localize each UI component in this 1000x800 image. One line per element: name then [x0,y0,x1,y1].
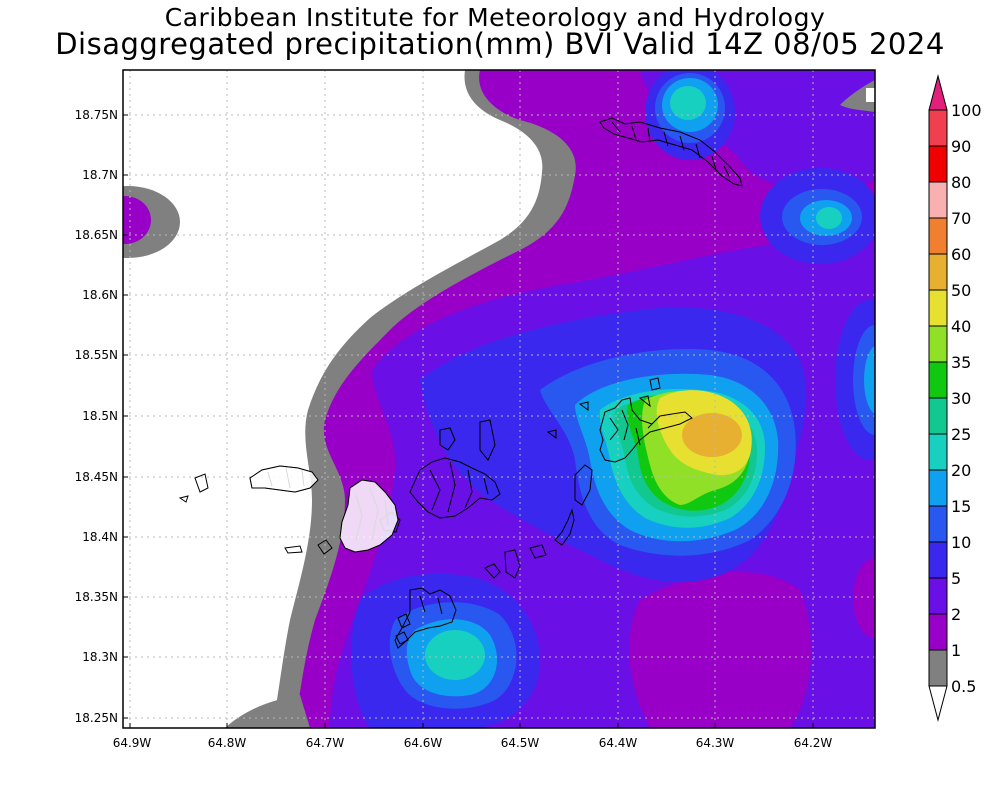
colorbar-swatch [928,145,948,183]
colorbar-label: 5 [951,569,961,588]
colorbar-swatch [928,181,948,219]
colorbar-swatch [928,217,948,255]
lon-axis: 64.9W 64.8W 64.7W 64.6W 64.5W 64.4W 64.3… [113,736,833,750]
precip-patch-northeast-white [866,88,875,102]
colorbar-swatch [928,505,948,543]
map-subtitle: Disaggregated precipitation(mm) BVI Vali… [55,27,945,61]
lon-label: 64.3W [696,736,735,750]
colorbar-swatch [928,397,948,435]
lat-label: 18.45N [75,470,118,484]
colorbar-label: 25 [951,425,971,444]
island-virgin-gorda [599,397,693,463]
colorbar-swatch [928,577,948,615]
lat-label: 18.65N [75,228,118,242]
island-cays-3 [546,377,661,439]
lon-label: 64.8W [208,736,247,750]
plot-frame [122,69,876,729]
lat-label: 18.5N [82,409,118,423]
colorbar-label: 35 [951,353,971,372]
colorbar-swatch [928,325,948,363]
colorbar-swatch [928,361,948,399]
island-peter-norman [394,587,457,649]
lat-label: 18.25N [75,711,118,725]
colorbar-label: 80 [951,173,971,192]
colorbar-label: 90 [951,137,971,156]
precip-layer-20-25mm-south [425,630,485,680]
lat-ticks [123,114,128,719]
colorbar-swatch [928,649,948,687]
colorbar-swatch [928,433,948,471]
lon-ticks [129,723,814,728]
lat-label: 18.3N [82,650,118,664]
map-grid [123,70,875,728]
colorbar-swatch [928,253,948,291]
lat-label: 18.75N [75,108,118,122]
lon-label: 64.6W [404,736,443,750]
island-jost-van-dyke [439,419,496,461]
lon-label: 64.7W [306,736,345,750]
lat-label: 18.35N [75,590,118,604]
lat-label: 18.6N [82,288,118,302]
precipitation-field [123,70,875,728]
colorbar-label: 0.5 [951,677,976,696]
colorbar-label: 2 [951,605,961,624]
island-anegada [599,117,743,187]
colorbar-swatch [928,613,948,651]
lat-axis: 18.75N 18.7N 18.65N 18.6N 18.55N 18.5N 1… [75,108,118,725]
colorbar-label: 30 [951,389,971,408]
colorbar-swatch [928,541,948,579]
precip-patch-1-2mm-south [629,571,811,728]
colorbar-label: 70 [951,209,971,228]
precip-layer-15-20mm-east [864,345,875,415]
lat-label: 18.4N [82,530,118,544]
lat-label: 18.55N [75,348,118,362]
precip-layer-20-25mm-northeast [816,207,842,229]
colorbar-label: 1 [951,641,961,660]
colorbar-swatch [928,289,948,327]
island-west-cays [178,473,333,555]
colorbar-label: 100 [951,101,982,120]
dry-zone [123,70,543,728]
colorbar-swatch [928,469,948,507]
precip-layer-50-60mm [682,413,742,457]
island-tortola [409,457,501,519]
lat-label: 18.7N [82,168,118,182]
colorbar-label: 15 [951,497,971,516]
lon-label: 64.5W [501,736,540,750]
precip-layer-0-5-1mm-south [225,695,310,728]
map-title: Caribbean Institute for Meteorology and … [164,3,826,32]
lon-label: 64.9W [113,736,152,750]
island-fill [249,465,399,553]
precip-layer-20-25mm-north [670,86,706,120]
colorbar-swatch [928,109,948,147]
lon-label: 64.2W [794,736,833,750]
colorbar [928,74,948,722]
colorbar-label: 60 [951,245,971,264]
island-cays-2 [554,464,593,546]
lon-label: 64.4W [599,736,638,750]
precip-patch-1-2mm-east [853,558,875,638]
colorbar-label: 40 [951,317,971,336]
colorbar-label: 10 [951,533,971,552]
island-cays-1 [484,544,547,579]
colorbar-labels: 0.5 1 2 5 10 15 20 25 30 35 40 50 60 70 … [951,101,982,696]
colorbar-label: 20 [951,461,971,480]
colorbar-lower-arrow [928,685,948,722]
colorbar-label: 50 [951,281,971,300]
colorbar-upper-arrow [928,74,948,111]
